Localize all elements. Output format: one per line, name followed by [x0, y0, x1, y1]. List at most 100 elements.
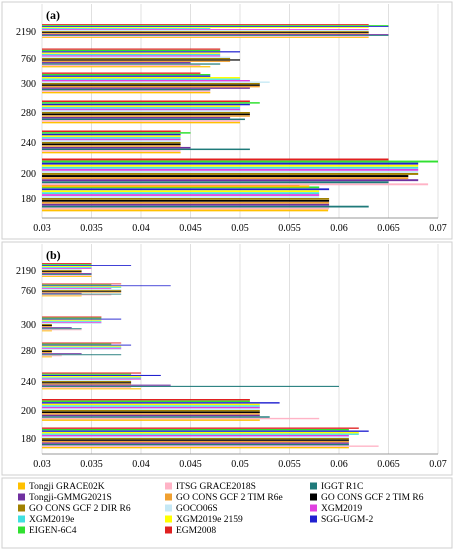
- x-tick-label: 0.065: [377, 223, 400, 234]
- bar: [42, 325, 52, 326]
- category-tick-label: 200: [21, 406, 36, 417]
- bar: [42, 59, 240, 61]
- x-tick-label: 0.055: [278, 223, 301, 234]
- bar: [42, 408, 260, 410]
- bar: [42, 55, 221, 57]
- bar: [42, 201, 330, 204]
- bar: [42, 36, 369, 37]
- x-tick-label: 0.04: [132, 459, 150, 470]
- legend-swatch: [165, 482, 172, 490]
- legend-label: Tongji GRACE02K: [29, 482, 105, 492]
- bar: [42, 78, 240, 80]
- bar: [42, 377, 141, 379]
- bar: [42, 28, 211, 29]
- legend: Tongji GRACE02K ITSG GRACE2018S IGGT R1C To…: [1, 477, 453, 549]
- bar: [42, 66, 211, 68]
- bar: [42, 75, 211, 77]
- bar: [42, 77, 240, 79]
- bar: [42, 322, 102, 324]
- bar: [42, 81, 270, 83]
- bar: [42, 275, 92, 276]
- bar: [42, 51, 240, 53]
- bar: [42, 265, 132, 266]
- bar: [42, 181, 389, 184]
- x-tick-label: 0.03: [33, 223, 51, 234]
- x-tick-label: 0.045: [179, 223, 202, 234]
- bar: [42, 170, 419, 173]
- bar: [42, 383, 132, 385]
- bar: [42, 372, 141, 374]
- bar: [42, 132, 191, 134]
- bar: [42, 27, 369, 28]
- legend-swatch: [165, 515, 172, 523]
- legend-label: XGM2019: [321, 504, 362, 514]
- bar: [42, 416, 270, 418]
- category-tick-label: 2190: [16, 266, 36, 277]
- bar: [42, 205, 369, 208]
- bar: [42, 84, 260, 86]
- bar: [42, 330, 52, 332]
- bar: [42, 137, 181, 139]
- bar: [42, 343, 112, 345]
- bar: [42, 356, 52, 358]
- category-tick-label: 280: [21, 108, 36, 119]
- bar: [42, 433, 359, 435]
- bar: [42, 198, 330, 200]
- bar: [42, 264, 92, 265]
- bar: [42, 179, 419, 182]
- bar: [42, 324, 52, 325]
- bar: [42, 268, 92, 269]
- bar: [42, 405, 260, 407]
- legend-label: Tongji-GMMG2021S: [29, 493, 112, 503]
- bar: [42, 190, 320, 193]
- bar: [42, 26, 389, 27]
- bar: [42, 107, 240, 109]
- legend-swatch: [165, 493, 172, 501]
- x-tick-label: 0.06: [330, 459, 348, 470]
- bar: [42, 166, 419, 169]
- bar: [42, 30, 369, 31]
- bar: [42, 102, 260, 104]
- bar: [42, 290, 122, 292]
- bar: [42, 419, 260, 421]
- bar: [42, 173, 419, 175]
- bar: [42, 271, 82, 272]
- bar: [42, 105, 240, 107]
- legend-swatch: [165, 526, 172, 534]
- bar: [42, 35, 389, 36]
- bar: [42, 58, 231, 60]
- bar: [42, 316, 102, 318]
- bar: [42, 151, 181, 154]
- bar: [42, 283, 122, 285]
- legend-label: XGM2019e: [29, 515, 74, 525]
- bar: [42, 411, 260, 413]
- bar: [42, 294, 112, 296]
- bar: [42, 318, 122, 320]
- bar: [42, 429, 349, 431]
- bar: [42, 442, 349, 444]
- bar: [42, 72, 201, 74]
- bar: [42, 270, 82, 271]
- bar: [42, 31, 369, 32]
- bar: [42, 146, 191, 149]
- x-tick-label: 0.045: [179, 459, 202, 470]
- bar: [42, 414, 260, 417]
- bar: [42, 115, 250, 117]
- x-tick-label: 0.07: [429, 223, 447, 234]
- bar: [42, 384, 171, 386]
- bar: [42, 116, 231, 119]
- x-tick-label: 0.035: [80, 459, 103, 470]
- bar: [42, 188, 330, 191]
- bar: [42, 192, 320, 194]
- bar: [42, 83, 260, 85]
- bar: [42, 284, 112, 286]
- bar: [42, 287, 122, 289]
- category-tick-label: 2190: [16, 27, 36, 38]
- legend-label: ITSG GRACE2018S: [176, 482, 256, 492]
- bar: [42, 276, 92, 277]
- bar: [42, 435, 349, 437]
- bar: [42, 350, 52, 351]
- bar: [42, 410, 260, 412]
- bar: [42, 321, 102, 323]
- bar: [42, 399, 250, 401]
